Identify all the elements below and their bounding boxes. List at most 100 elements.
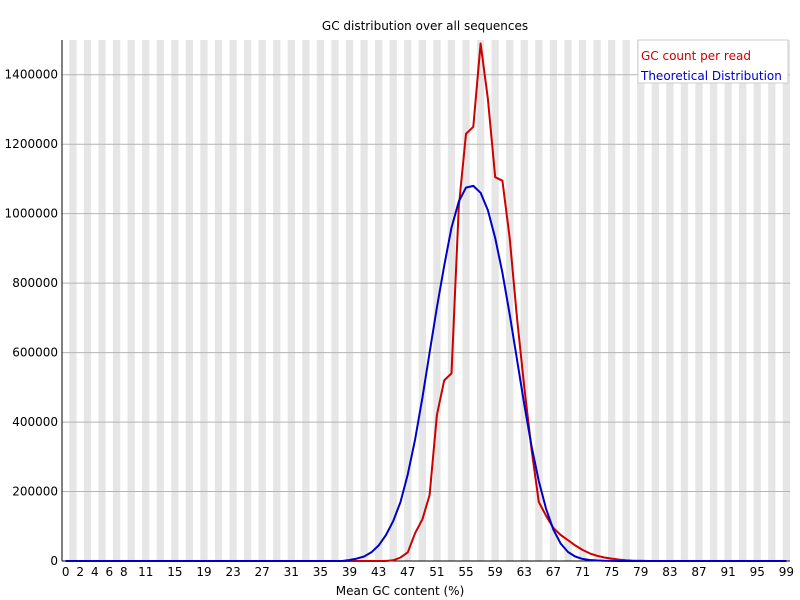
x-tick-label: 67	[546, 565, 561, 579]
x-band	[753, 40, 761, 561]
x-band	[258, 40, 266, 561]
x-tick-labels: 0 2 4 6 8 11 15 19 23 27 31 35 39 43 47 51 55 59 63 67 71 75 7…	[62, 565, 794, 579]
x-band	[200, 40, 208, 561]
x-tick-label: 47	[400, 565, 415, 579]
x-band	[229, 40, 237, 561]
legend: GC count per read Theoretical Distributi…	[637, 39, 789, 84]
x-band	[462, 40, 470, 561]
legend-box	[637, 39, 789, 84]
x-band	[375, 40, 383, 561]
x-tick-label: 0	[62, 565, 70, 579]
x-tick-label: 99	[779, 565, 794, 579]
x-band	[637, 40, 645, 561]
y-tick-label: 800000	[12, 276, 58, 290]
x-band	[666, 40, 674, 561]
x-band	[331, 40, 339, 561]
x-band	[316, 40, 325, 561]
x-tick-label: 35	[313, 565, 328, 579]
x-band	[476, 40, 485, 561]
x-tick-label: 51	[429, 565, 444, 579]
x-band	[287, 40, 295, 561]
x-band	[724, 40, 732, 561]
x-tick-label: 8	[120, 565, 128, 579]
x-tick-label: 27	[255, 565, 270, 579]
y-tick-label: 1000000	[5, 207, 58, 221]
x-band	[578, 40, 587, 561]
x-tick-label: 6	[105, 565, 113, 579]
x-tick-label: 4	[91, 565, 99, 579]
series-line-gc-count	[65, 42, 787, 562]
x-tick-label: 63	[517, 565, 532, 579]
x-band	[433, 40, 441, 561]
x-tick-label: 19	[196, 565, 211, 579]
x-band	[273, 40, 281, 561]
y-tick-label: 200000	[12, 485, 58, 499]
x-tick-label: 83	[662, 565, 677, 579]
x-band	[709, 40, 718, 561]
x-band	[506, 40, 514, 561]
x-tick-label: 79	[633, 565, 648, 579]
x-band	[83, 40, 92, 561]
x-band	[768, 40, 776, 561]
x-band	[447, 40, 456, 561]
y-tick-label: 1400000	[5, 68, 58, 82]
x-tick-label: 55	[458, 565, 473, 579]
x-band	[244, 40, 252, 561]
x-tick-label: 87	[691, 565, 706, 579]
x-band	[69, 40, 77, 561]
x-band	[491, 40, 499, 561]
horizontal-gridlines	[62, 74, 790, 493]
x-band	[549, 40, 558, 561]
x-band	[127, 40, 135, 561]
x-band	[608, 40, 616, 561]
alternating-x-bands	[69, 40, 790, 561]
x-band	[782, 40, 790, 561]
x-tick-label: 23	[225, 565, 240, 579]
x-band	[302, 40, 310, 561]
x-band	[520, 40, 528, 561]
x-band	[171, 40, 179, 561]
x-band	[142, 40, 150, 561]
x-band	[622, 40, 630, 561]
x-tick-label: 91	[720, 565, 735, 579]
x-band	[535, 40, 543, 561]
x-tick-label: 43	[371, 565, 386, 579]
legend-entry-gc-count: GC count per read	[641, 49, 751, 63]
x-band	[564, 40, 572, 561]
x-tick-label: 11	[138, 565, 153, 579]
x-tick-label: 95	[750, 565, 765, 579]
x-tick-label: 15	[167, 565, 182, 579]
x-band	[651, 40, 659, 561]
x-band	[185, 40, 194, 561]
x-band	[695, 40, 703, 561]
x-band	[418, 40, 426, 561]
x-band	[593, 40, 601, 561]
x-band	[214, 40, 223, 561]
y-tick-label: 0	[50, 554, 58, 568]
y-tick-labels: 0 200000 400000 600000 800000 1000000 1200000 1…	[5, 68, 58, 568]
y-tick-label: 1200000	[5, 137, 58, 151]
x-band	[345, 40, 354, 561]
x-tick-label: 75	[604, 565, 619, 579]
legend-entry-theoretical: Theoretical Distribution	[640, 69, 782, 83]
x-tick-label: 2	[76, 565, 84, 579]
y-tick-label: 600000	[12, 346, 58, 360]
x-band	[360, 40, 368, 561]
x-tick-label: 71	[575, 565, 590, 579]
x-band	[389, 40, 397, 561]
x-axis-label: Mean GC content (%)	[336, 584, 465, 598]
chart-title: GC distribution over all sequences	[322, 19, 528, 33]
x-band	[112, 40, 121, 561]
x-band	[739, 40, 747, 561]
x-tick-label: 59	[488, 565, 503, 579]
x-band	[156, 40, 164, 561]
x-band	[404, 40, 412, 561]
series-line-theoretical	[65, 184, 787, 562]
x-tick-label: 39	[342, 565, 357, 579]
x-tick-label: 31	[284, 565, 299, 579]
series-lines	[65, 42, 787, 562]
y-tick-label: 400000	[12, 415, 58, 429]
x-band	[98, 40, 106, 561]
x-band	[680, 40, 689, 561]
